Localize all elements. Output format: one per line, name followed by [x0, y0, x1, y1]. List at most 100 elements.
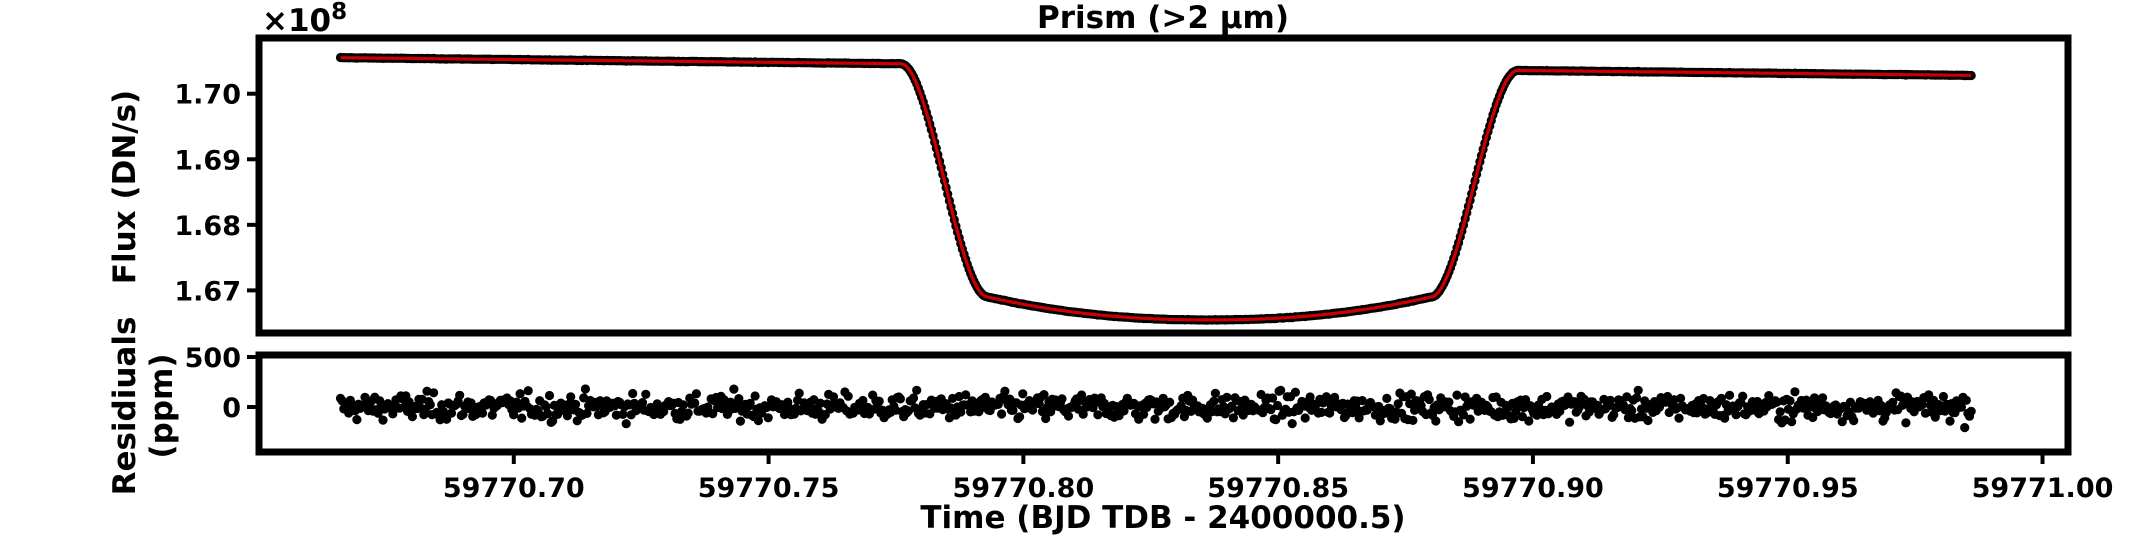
residual-point [1725, 390, 1735, 400]
residual-point [1790, 387, 1800, 397]
transit-model-line [340, 56, 1972, 322]
residual-point [1542, 391, 1552, 402]
residual-point [729, 384, 739, 394]
residual-point [1849, 416, 1859, 426]
residual-point [1077, 390, 1087, 400]
residual-point [1266, 405, 1276, 415]
residual-point [582, 408, 592, 418]
flux-y-tick-label: 1.70 [174, 80, 241, 111]
residual-point [1390, 414, 1400, 424]
residual-point [1627, 406, 1637, 416]
flux-y-tick-label: 1.69 [174, 145, 241, 176]
residual-point [517, 413, 527, 423]
residual-point [1716, 393, 1726, 403]
residual-point [571, 399, 581, 409]
transit-model-curve [340, 56, 1972, 322]
residual-point [1956, 402, 1966, 412]
residuals-panel-frame [255, 351, 2072, 456]
time-x-tick-label: 59770.90 [1462, 473, 1604, 504]
flux-y-axis-label: Flux (DN/s) [107, 90, 143, 284]
residual-point [874, 396, 884, 406]
residual-point [753, 416, 764, 426]
residual-point [544, 390, 555, 401]
flux-panel-frame [255, 34, 2072, 337]
residual-point [1008, 405, 1018, 415]
residual-point [858, 395, 868, 406]
residual-point [691, 389, 702, 399]
residual-point [1609, 410, 1619, 420]
residual-point [1424, 394, 1434, 405]
residual-point [912, 385, 922, 395]
flux-y-tick-label: 1.68 [174, 211, 241, 242]
residual-point [843, 391, 853, 401]
residual-point [1228, 413, 1238, 423]
residual-point [745, 398, 755, 408]
residual-point [1809, 393, 1820, 403]
residual-point [1410, 405, 1420, 415]
residual-point [895, 394, 906, 404]
residual-point [1222, 392, 1232, 402]
residual-point [1408, 415, 1418, 425]
residual-point [1945, 416, 1955, 426]
residual-point [1632, 393, 1642, 403]
residual-point [1057, 394, 1067, 404]
residual-data-points [335, 384, 1976, 433]
residual-point [1209, 396, 1219, 406]
residual-point [1565, 417, 1575, 427]
residual-y-tick-label: 500 [185, 343, 241, 374]
residual-point [1720, 413, 1730, 423]
residual-point [1150, 414, 1160, 424]
flux-point [1966, 70, 1976, 81]
residual-point [458, 409, 468, 419]
residual-point [621, 419, 631, 429]
residual-point [1139, 409, 1149, 419]
residual-point [1325, 408, 1335, 418]
residual-point [1465, 414, 1475, 424]
residual-point [1888, 397, 1898, 407]
residual-point [1119, 406, 1129, 416]
residual-point [961, 390, 971, 400]
residual-point [566, 392, 576, 402]
residual-point [1406, 389, 1416, 399]
residual-point [750, 391, 760, 401]
residual-point [1093, 410, 1103, 420]
residual-point [1901, 418, 1911, 428]
residual-point [1271, 415, 1281, 425]
residual-point [678, 400, 688, 410]
residual-point [1018, 389, 1028, 399]
residual-point [541, 402, 551, 412]
residual-point [407, 412, 417, 422]
residual-point [1000, 386, 1010, 396]
residual-point [637, 398, 648, 408]
residual-point [628, 388, 638, 399]
residual-point [1357, 396, 1367, 406]
flux-panel: 1.67 1.68 1.69 1.70 [174, 34, 2072, 337]
time-x-tick-label: 59770.95 [1717, 473, 1859, 504]
residual-point [429, 388, 439, 398]
chart-title: Prism (>2 µm) [1037, 0, 1289, 36]
residual-point [1676, 393, 1686, 403]
residual-point [1633, 385, 1643, 395]
residual-point [1393, 399, 1403, 409]
time-x-axis-label: Time (BJD TDB - 2400000.5) [920, 500, 1405, 536]
residuals-y-axis-label-line1: Residiuals [107, 317, 143, 496]
residual-point [543, 409, 553, 419]
residual-point [1202, 413, 1212, 423]
residual-point [734, 394, 744, 404]
residual-point [1316, 407, 1327, 417]
residual-point [1454, 417, 1464, 427]
residual-point [1961, 395, 1971, 405]
residual-point [1509, 413, 1519, 423]
time-x-tick-label: 59770.80 [952, 473, 1094, 504]
residual-point [1785, 396, 1795, 406]
residual-point [1930, 412, 1940, 422]
residual-point [1305, 392, 1315, 402]
residual-point [486, 395, 496, 406]
residual-point [1015, 412, 1025, 422]
residual-point [1837, 417, 1847, 427]
residual-point [690, 398, 700, 408]
residual-point [763, 413, 773, 423]
flux-data-points [335, 52, 1976, 325]
